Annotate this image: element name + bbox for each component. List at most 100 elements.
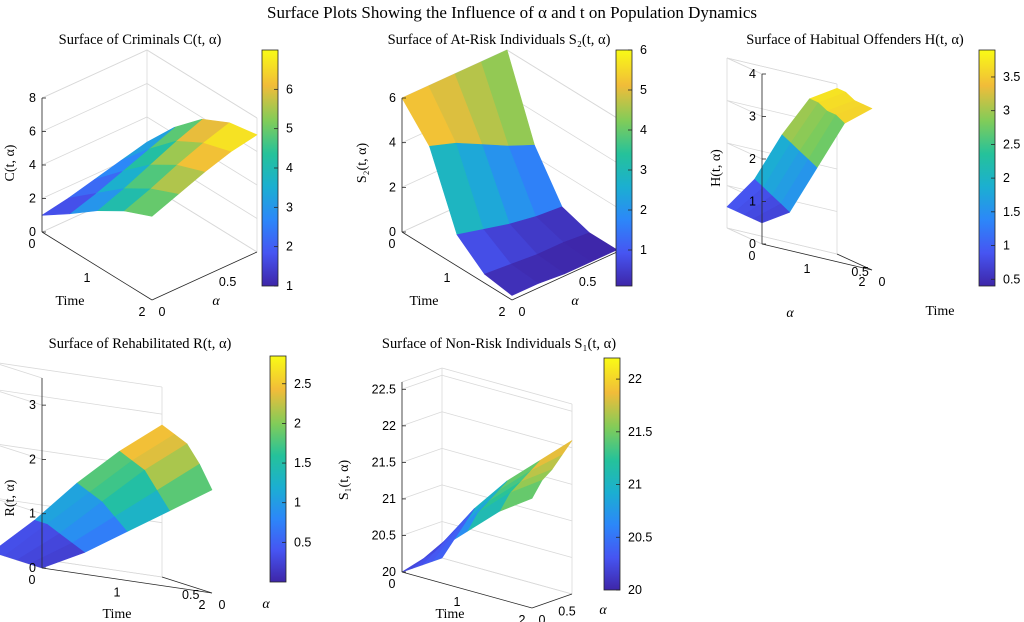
x-axis-label: Time xyxy=(102,607,131,622)
colorbar: 0.5 1 1.5 2 2.5 3 3.5 xyxy=(978,49,1020,287)
surface-patch-0-0 xyxy=(29,542,85,569)
z-tick-label: 3 xyxy=(29,398,36,412)
surface xyxy=(726,88,873,224)
colorbar-tick-label: 0.5 xyxy=(294,535,311,549)
x-tick-label: 2 xyxy=(859,275,866,289)
x-axis-label: Time xyxy=(435,607,464,622)
colorbar-tick-label: 2.5 xyxy=(294,377,311,391)
panel-title: Surface of Rehabilitated R(t, α) xyxy=(49,336,232,352)
colorbar: 1 2 3 4 5 6 xyxy=(261,49,293,293)
x-tick-label: 2 xyxy=(499,305,506,319)
colorbar-tick-label: 3 xyxy=(1003,104,1010,118)
x-tick-label: 0 xyxy=(389,577,396,591)
colorbar-tick-label: 3 xyxy=(286,200,293,214)
colorbar-tick-label: 3.5 xyxy=(1003,70,1020,84)
panel-title: Surface of Criminals C(t, α) xyxy=(59,32,222,48)
y-axis-label: α xyxy=(786,306,794,321)
colorbar-tick-label: 1.5 xyxy=(1003,205,1020,219)
colorbar-tick-label: 2 xyxy=(640,203,647,217)
y-tick-label: 0 xyxy=(159,305,166,319)
y-tick-label: 0.5 xyxy=(182,588,199,602)
colorbar-tick-label: 5 xyxy=(286,122,293,136)
colorbar-tick-label: 22 xyxy=(628,372,642,386)
z-tick-label: 6 xyxy=(389,91,396,105)
colorbar-tick-label: 4 xyxy=(286,161,293,175)
x-axis-label: Time xyxy=(409,294,438,309)
colorbar-tick-label: 21.5 xyxy=(628,425,652,439)
z-tick-label: 21 xyxy=(382,492,396,506)
x-tick-label: 2 xyxy=(139,305,146,319)
surface-patch-3-0 xyxy=(484,263,539,296)
x-tick-label: 0 xyxy=(389,237,396,251)
x-tick-label: 0 xyxy=(749,249,756,263)
z-axis-label: S₂(t, α) xyxy=(355,143,370,184)
y-tick-label: 0 xyxy=(879,275,886,289)
colorbar-tick-label: 1 xyxy=(294,496,301,510)
y-axis-label: α xyxy=(599,603,607,618)
x-tick-label: 1 xyxy=(454,595,461,609)
surface-patch-3-0 xyxy=(124,188,179,217)
y-tick-label: 0.5 xyxy=(219,275,236,289)
z-tick-label: 22 xyxy=(382,419,396,433)
y-tick-label: 0 xyxy=(219,598,226,612)
colorbar-tick-label: 0.5 xyxy=(1003,272,1020,286)
colorbar-tick-label: 6 xyxy=(286,82,293,96)
colorbar-tick-label: 3 xyxy=(640,163,647,177)
z-tick-label: 4 xyxy=(389,136,396,150)
x-tick-label: 0 xyxy=(29,573,36,587)
colorbar: 20 20.5 21 21.5 22 xyxy=(603,357,652,597)
colorbar-tick-label: 21 xyxy=(628,478,642,492)
z-tick-label: 6 xyxy=(29,125,36,139)
panel-title: Surface of At-Risk Individuals S₂(t, α) xyxy=(388,32,611,48)
y-axis-label: α xyxy=(212,294,220,309)
x-axis-label: Time xyxy=(55,294,84,309)
z-tick-label: 0 xyxy=(389,225,396,239)
colorbar-tick-label: 5 xyxy=(640,83,647,97)
z-tick-label: 4 xyxy=(749,67,756,81)
z-tick-label: 1 xyxy=(749,195,756,209)
surface-patch-0-0 xyxy=(41,193,97,216)
z-tick-label: 22.5 xyxy=(372,382,396,396)
z-tick-label: 2 xyxy=(749,152,756,166)
z-tick-label: 21.5 xyxy=(372,455,396,469)
z-axis-label: C(t, α) xyxy=(3,144,18,181)
y-tick-label: 0.5 xyxy=(851,265,868,279)
x-tick-label: 2 xyxy=(199,598,206,612)
z-tick-label: 20 xyxy=(382,565,396,579)
z-axis-label: H(t, α) xyxy=(709,149,724,187)
colorbar-tick-label: 4 xyxy=(640,123,647,137)
z-tick-label: 2 xyxy=(389,180,396,194)
colorbar-tick-label: 20.5 xyxy=(628,530,652,544)
x-tick-label: 2 xyxy=(519,613,526,622)
z-tick-label: 2 xyxy=(29,452,36,466)
colorbar-gradient xyxy=(603,357,621,591)
y-tick-label: 0 xyxy=(519,305,526,319)
colorbar-tick-label: 1 xyxy=(286,279,293,293)
y-tick-label: 0.5 xyxy=(579,275,596,289)
colorbar: 0.5 1 1.5 2 2.5 xyxy=(269,355,311,583)
x-axis-label: Time xyxy=(925,304,954,319)
x-tick-label: 1 xyxy=(444,271,451,285)
y-tick-label: 0.5 xyxy=(558,604,575,618)
colorbar-gradient xyxy=(269,355,287,583)
x-tick-label: 1 xyxy=(114,586,121,600)
colorbar-gradient xyxy=(615,49,633,287)
z-axis-label: S₁(t, α) xyxy=(337,460,352,501)
surface xyxy=(41,118,258,217)
x-tick-label: 1 xyxy=(804,262,811,276)
panel-title: Surface of Habitual Offenders H(t, α) xyxy=(746,32,964,48)
colorbar-gradient xyxy=(978,49,996,287)
colorbar-tick-label: 2 xyxy=(1003,171,1010,185)
y-axis-label: α xyxy=(262,597,270,612)
z-tick-label: 3 xyxy=(749,110,756,124)
z-tick-label: 8 xyxy=(29,91,36,105)
x-tick-label: 0 xyxy=(29,237,36,251)
